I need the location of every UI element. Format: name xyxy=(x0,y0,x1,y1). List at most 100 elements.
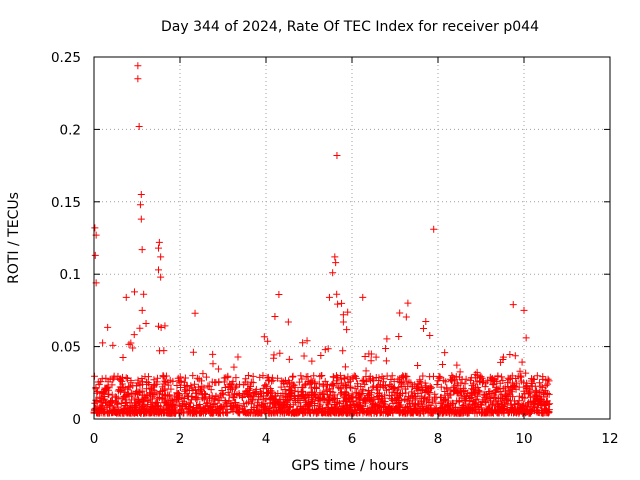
data-point xyxy=(521,394,529,402)
data-point xyxy=(308,357,316,365)
data-point xyxy=(530,375,538,383)
axes: 0 2 4 6 8 10 12 0 0.05 0.1 0.15 0.2 0.25 xyxy=(51,50,619,447)
data-point xyxy=(383,335,391,343)
data-point xyxy=(453,361,461,369)
data-point xyxy=(334,300,342,308)
y-axis-title: ROTI / TECUs xyxy=(6,192,22,284)
data-point xyxy=(161,386,169,394)
data-point xyxy=(274,374,282,382)
data-point xyxy=(181,374,189,382)
data-point xyxy=(382,345,390,353)
data-point xyxy=(138,306,146,314)
data-point xyxy=(333,290,341,298)
data-point xyxy=(387,376,395,384)
data-point xyxy=(190,380,198,388)
data-point xyxy=(177,384,185,392)
data-point xyxy=(267,387,275,395)
data-point xyxy=(193,396,201,404)
data-point xyxy=(160,347,168,355)
data-point xyxy=(518,358,526,366)
data-point xyxy=(462,392,470,400)
data-point xyxy=(333,151,341,159)
data-point xyxy=(544,409,552,417)
data-point xyxy=(535,388,543,396)
data-point xyxy=(138,387,146,395)
data-point xyxy=(545,377,553,385)
y-tick-label: 0.25 xyxy=(51,50,81,66)
data-point xyxy=(520,306,528,314)
data-point xyxy=(506,351,514,359)
data-point xyxy=(343,326,351,334)
data-point xyxy=(432,406,440,414)
data-point xyxy=(337,375,345,383)
data-point xyxy=(208,404,216,412)
data-point xyxy=(99,339,107,347)
data-point xyxy=(455,398,463,406)
data-point xyxy=(341,363,349,371)
y-tick-label: 0.1 xyxy=(60,267,81,283)
data-point xyxy=(137,215,145,223)
data-point xyxy=(338,299,346,307)
data-point xyxy=(122,398,130,406)
data-point xyxy=(466,395,474,403)
grid xyxy=(94,57,610,419)
data-point xyxy=(109,341,117,349)
data-point xyxy=(380,375,388,383)
data-point xyxy=(157,253,165,261)
data-point xyxy=(277,383,285,391)
data-point xyxy=(544,375,552,383)
y-tick-label: 0 xyxy=(72,412,81,428)
data-point xyxy=(155,244,162,252)
data-point xyxy=(125,383,133,391)
data-point xyxy=(303,337,311,345)
data-point xyxy=(522,334,530,342)
data-point xyxy=(161,377,169,385)
data-point xyxy=(352,374,360,382)
data-point xyxy=(543,389,551,397)
data-point xyxy=(127,377,135,385)
data-point xyxy=(545,390,553,398)
data-point xyxy=(188,392,196,400)
data-point xyxy=(336,372,344,380)
data-point xyxy=(415,400,423,408)
data-point xyxy=(420,324,428,332)
data-point xyxy=(504,379,512,387)
data-point xyxy=(532,386,540,394)
data-point xyxy=(461,380,469,388)
data-point xyxy=(161,322,169,330)
data-point xyxy=(545,406,553,414)
data-point xyxy=(176,373,184,381)
data-point xyxy=(225,391,233,399)
data-point xyxy=(315,380,323,388)
data-point xyxy=(137,191,145,199)
data-point xyxy=(101,395,109,403)
data-point xyxy=(427,404,435,412)
data-point xyxy=(247,383,255,391)
data-point xyxy=(522,369,530,377)
data-point xyxy=(219,391,227,399)
data-point xyxy=(544,400,552,408)
data-point xyxy=(197,385,205,393)
data-point xyxy=(224,409,232,417)
data-point xyxy=(403,372,411,380)
data-point xyxy=(197,377,205,385)
data-point xyxy=(475,387,483,395)
data-point xyxy=(157,323,165,331)
data-point xyxy=(396,402,404,410)
x-tick-label: 6 xyxy=(348,431,357,447)
data-point xyxy=(229,393,237,401)
data-point xyxy=(199,370,207,378)
data-point xyxy=(439,361,447,369)
data-point xyxy=(491,387,499,395)
data-point xyxy=(546,400,554,408)
data-point xyxy=(536,379,544,387)
data-point xyxy=(481,398,489,406)
data-point xyxy=(516,367,524,375)
data-point xyxy=(196,400,204,408)
data-point xyxy=(298,375,306,383)
data-point xyxy=(122,293,130,301)
data-point xyxy=(285,355,293,363)
data-point xyxy=(234,353,242,361)
data-point xyxy=(359,293,367,301)
